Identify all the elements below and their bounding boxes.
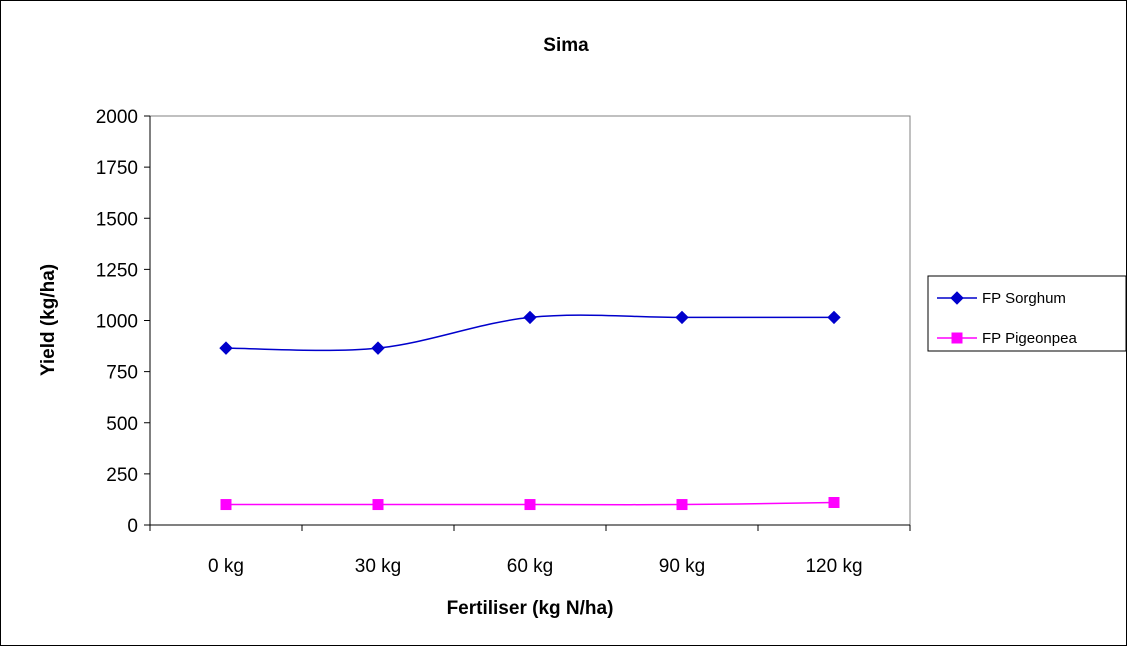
x-axis-title: Fertiliser (kg N/ha) (447, 598, 614, 619)
data-point (219, 341, 233, 355)
data-point (371, 341, 385, 355)
y-axis-ticks: 0 250 500 750 1000 1250 1500 1750 2000 (96, 107, 150, 537)
x-tick-label: 120 kg (805, 556, 862, 577)
legend-label: FP Pigeonpea (982, 330, 1077, 347)
data-point (828, 497, 840, 509)
y-axis-title: Yield (kg/ha) (38, 264, 59, 376)
legend-label: FP Sorghum (982, 290, 1066, 307)
data-point (827, 310, 841, 325)
y-tick-label: 1750 (96, 158, 138, 179)
chart-title: Sima (543, 35, 589, 56)
x-tick-label: 90 kg (659, 556, 705, 577)
legend-marker (951, 332, 963, 344)
data-point (676, 499, 688, 511)
y-tick-label: 750 (106, 363, 138, 384)
legend-marker (950, 291, 964, 305)
y-tick-label: 250 (106, 465, 138, 486)
legend-item: FP Sorghum (937, 290, 1066, 307)
data-point (675, 310, 689, 325)
x-axis-ticks: 0 kg 30 kg 60 kg 90 kg 120 kg (149, 525, 911, 577)
series-2 (220, 497, 840, 511)
y-tick-label: 1500 (96, 209, 138, 230)
x-tick-label: 60 kg (507, 556, 553, 577)
data-point (372, 499, 384, 511)
y-tick-label: 500 (106, 414, 138, 435)
series-1 (219, 310, 841, 355)
data-point (524, 499, 536, 511)
x-tick-label: 30 kg (355, 556, 401, 577)
x-tick-label: 0 kg (208, 556, 244, 577)
legend: FP Sorghum FP Pigeonpea (927, 275, 1127, 352)
data-point (220, 499, 232, 511)
y-tick-label: 1250 (96, 260, 138, 281)
y-tick-label: 1000 (96, 312, 138, 333)
y-tick-label: 2000 (96, 107, 138, 128)
data-point (523, 310, 537, 325)
y-tick-label: 0 (127, 516, 138, 537)
legend-item: FP Pigeonpea (937, 330, 1077, 347)
series-layer (219, 310, 841, 511)
